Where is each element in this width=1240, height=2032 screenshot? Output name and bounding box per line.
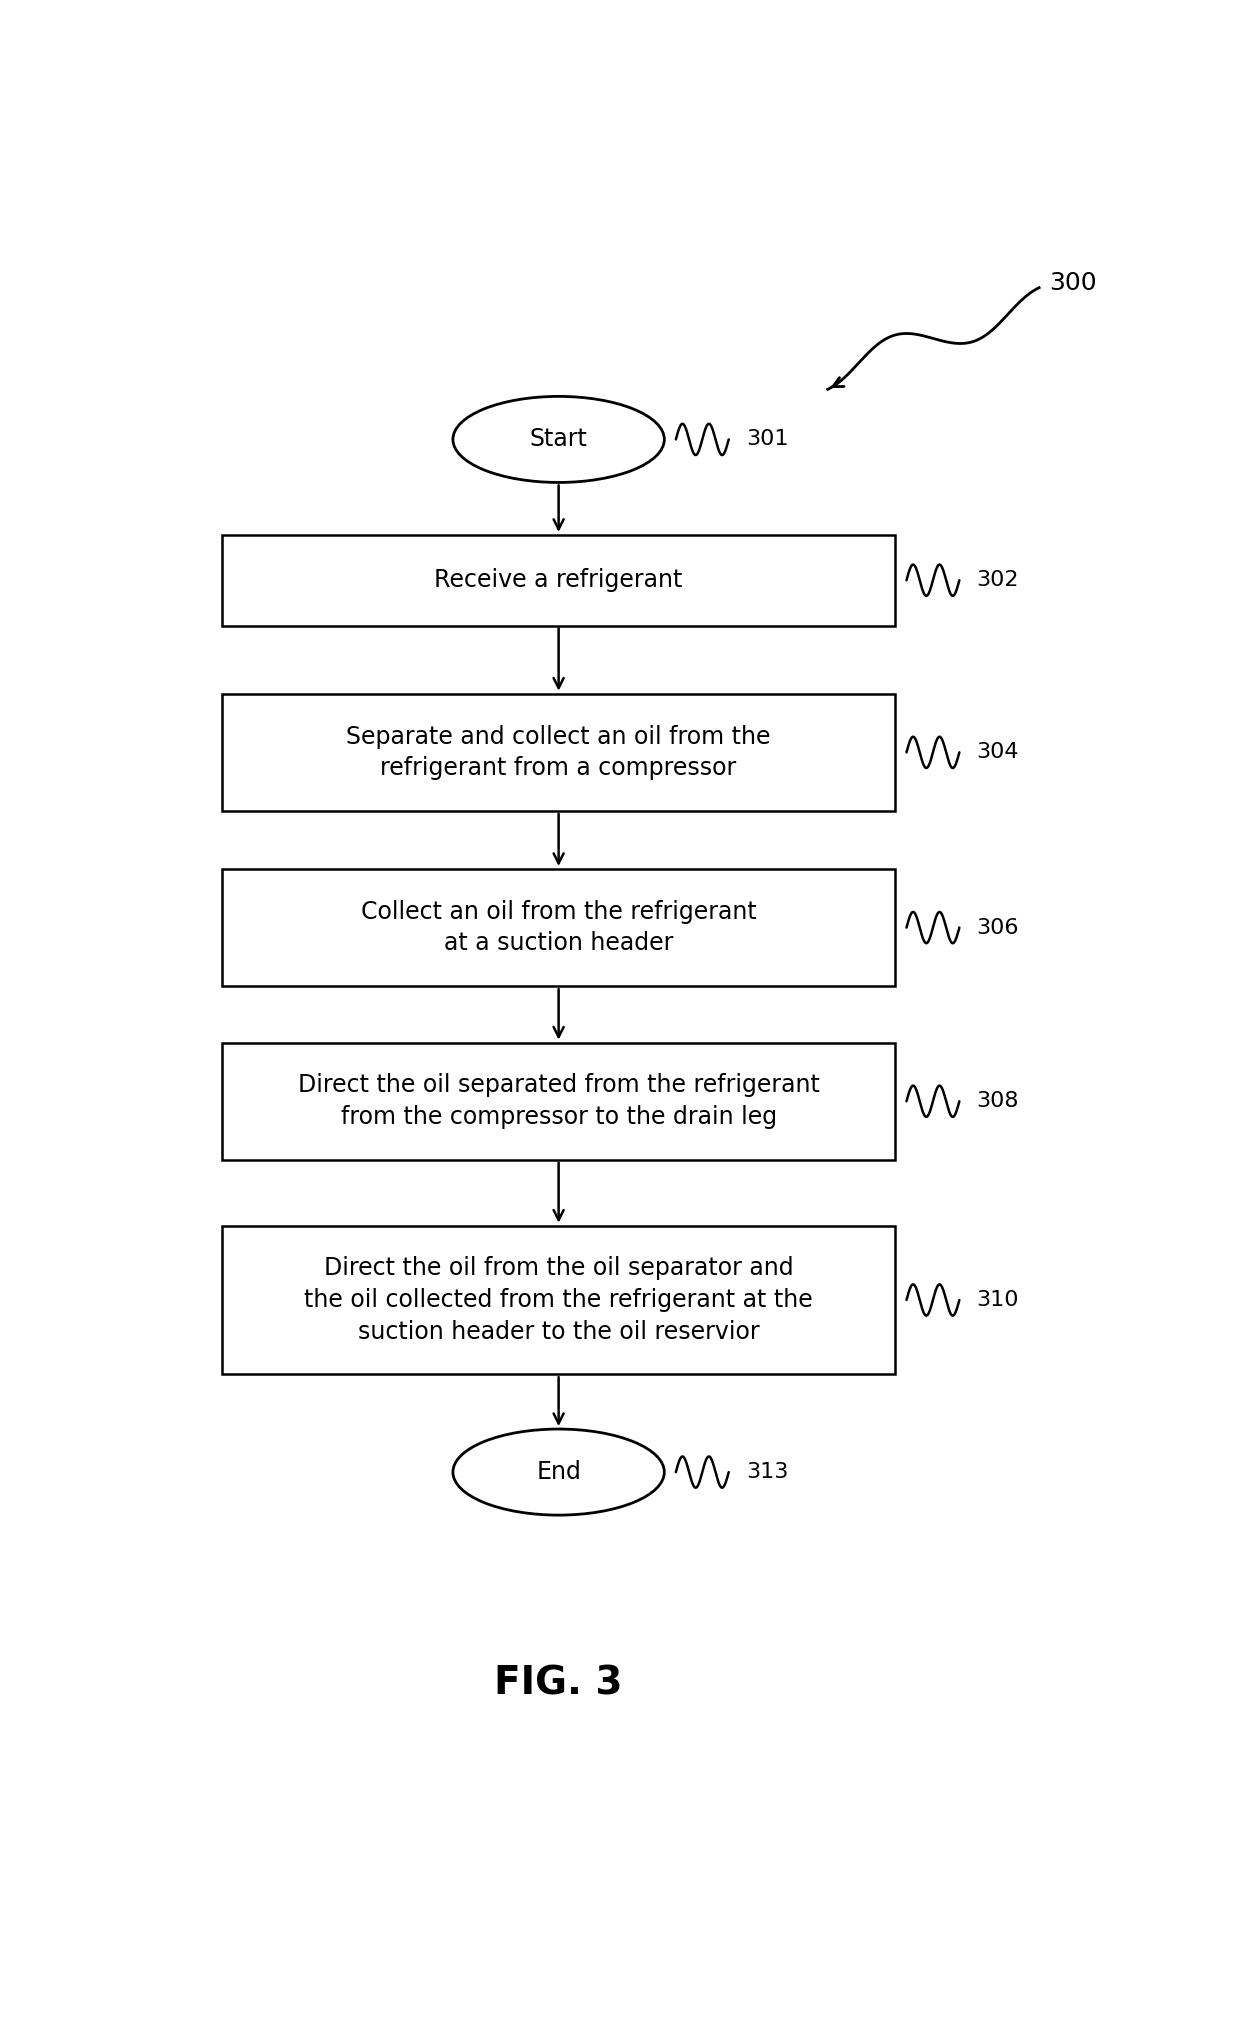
Text: Direct the oil separated from the refrigerant
from the compressor to the drain l: Direct the oil separated from the refrig… bbox=[298, 1073, 820, 1130]
Text: 302: 302 bbox=[977, 571, 1019, 589]
Text: 308: 308 bbox=[977, 1091, 1019, 1112]
Text: Direct the oil from the oil separator and
the oil collected from the refrigerant: Direct the oil from the oil separator an… bbox=[304, 1256, 813, 1343]
FancyBboxPatch shape bbox=[222, 1042, 895, 1160]
Text: FIG. 3: FIG. 3 bbox=[495, 1664, 622, 1703]
FancyBboxPatch shape bbox=[222, 1225, 895, 1374]
FancyBboxPatch shape bbox=[222, 693, 895, 811]
FancyBboxPatch shape bbox=[222, 534, 895, 626]
Text: Start: Start bbox=[529, 427, 588, 451]
Text: 304: 304 bbox=[977, 742, 1019, 762]
Text: 310: 310 bbox=[977, 1290, 1019, 1311]
Text: 306: 306 bbox=[977, 918, 1019, 937]
Text: 313: 313 bbox=[746, 1463, 789, 1481]
FancyBboxPatch shape bbox=[222, 870, 895, 986]
Text: Collect an oil from the refrigerant
at a suction header: Collect an oil from the refrigerant at a… bbox=[361, 900, 756, 955]
Text: 301: 301 bbox=[746, 429, 789, 449]
Text: Separate and collect an oil from the
refrigerant from a compressor: Separate and collect an oil from the ref… bbox=[346, 725, 771, 780]
Text: 300: 300 bbox=[1049, 270, 1096, 295]
Ellipse shape bbox=[453, 1428, 665, 1516]
Text: End: End bbox=[536, 1461, 582, 1483]
Ellipse shape bbox=[453, 396, 665, 482]
Text: Receive a refrigerant: Receive a refrigerant bbox=[434, 569, 683, 591]
